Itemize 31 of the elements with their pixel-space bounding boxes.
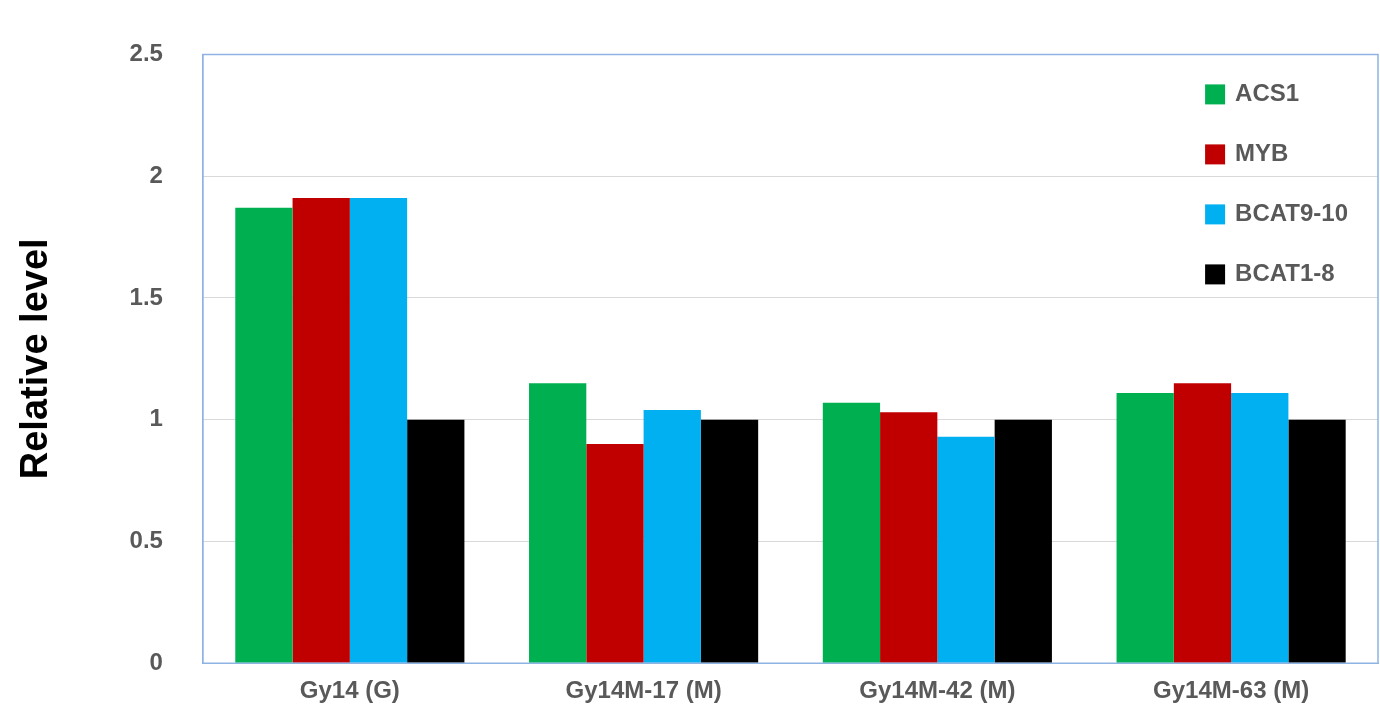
y-tick-label: 1.5: [129, 282, 163, 310]
bar: [1231, 392, 1289, 663]
bar: [235, 207, 293, 663]
y-tick-label: 0.5: [129, 526, 163, 554]
x-tick-label: Gy14M-42 (M): [859, 676, 1016, 704]
legend-label: ACS1: [1235, 79, 1300, 107]
legend-label: MYB: [1235, 139, 1289, 167]
bar: [292, 198, 350, 663]
bar: [880, 412, 938, 663]
bar: [643, 409, 701, 663]
x-tick-label: Gy14 (G): [299, 676, 400, 704]
y-tick-label: 1: [149, 404, 163, 432]
legend-label: BCAT1-8: [1235, 259, 1335, 287]
y-tick-label: 0: [149, 647, 163, 675]
bar: [586, 444, 644, 663]
bar: [529, 383, 587, 663]
bar: [349, 198, 408, 663]
y-tick-label: 2: [149, 160, 163, 188]
bar: [1173, 383, 1232, 663]
bar: [822, 402, 881, 663]
x-tick-label: Gy14M-17 (M): [565, 676, 722, 704]
bar: [1116, 392, 1174, 663]
y-tick-label: 2.5: [129, 39, 163, 67]
bar: [937, 436, 995, 663]
bar: [1288, 419, 1346, 663]
x-tick-label: Gy14M-63 (M): [1153, 676, 1310, 704]
y-axis-title: Relative level: [13, 238, 56, 480]
bar: [994, 419, 1052, 663]
legend-label: BCAT9-10: [1235, 199, 1349, 227]
bar: [700, 419, 759, 663]
bar: [407, 419, 465, 663]
